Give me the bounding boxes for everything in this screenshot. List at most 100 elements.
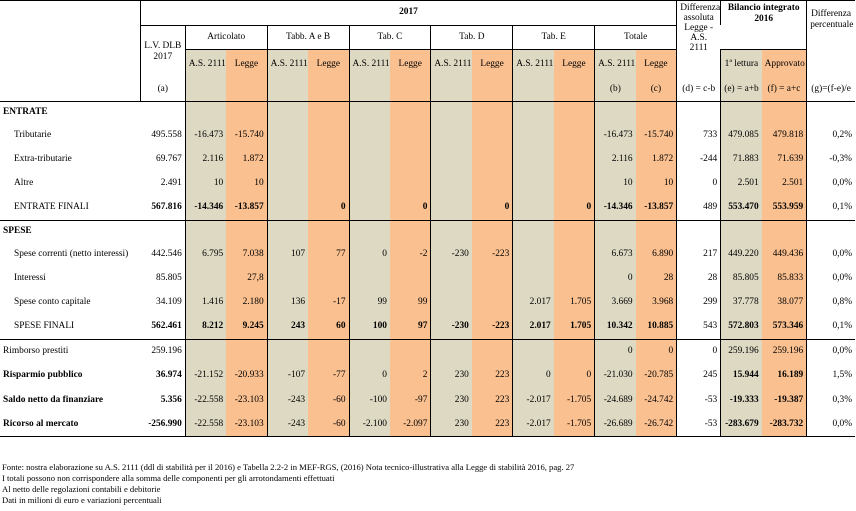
- ab-l-value: [308, 147, 350, 172]
- tot-l-value: -24.742: [635, 387, 677, 413]
- bilancio-header: Bilancio integrato 2016: [720, 0, 807, 25]
- e-value: 572.803: [720, 315, 762, 340]
- lv-value: 5.356: [160, 394, 182, 405]
- g-value: 0,0%: [806, 266, 855, 291]
- d-as-value: 230: [430, 363, 472, 388]
- f-value: 573.346: [761, 315, 807, 340]
- c-as-value: [348, 147, 390, 172]
- diff-value: -53: [676, 387, 721, 413]
- footnote-units: Dati in milioni di euro e variazioni per…: [2, 495, 162, 505]
- d-as-value: 230: [430, 412, 472, 438]
- ab-l-value: -60: [308, 412, 350, 438]
- tot-l-value: 1.872: [635, 147, 677, 172]
- c-as-header: A.S. 2111: [348, 48, 390, 79]
- ab-as-value: -243: [266, 387, 309, 413]
- f-value: 85.833: [761, 266, 807, 291]
- art-as-value: 6.795: [184, 242, 227, 267]
- lv-value: 85.805: [156, 273, 182, 284]
- tot-l-value: 10: [635, 171, 677, 196]
- tot-l-value: -13.857: [635, 195, 677, 221]
- c-l-value: [389, 123, 431, 148]
- g-value: 0,0%: [806, 171, 855, 196]
- art-as-value: 10: [184, 171, 227, 196]
- c-as-value: [348, 266, 390, 291]
- tot-l-value: 28: [635, 266, 677, 291]
- art-l-value: [226, 338, 268, 364]
- c-l-value: [389, 338, 431, 364]
- ab-as-value: [266, 147, 309, 172]
- table-row: Tributarie 495.558 -16.473 -15.740 -16.473 -1…: [0, 123, 855, 148]
- e-l-value: [553, 147, 595, 172]
- ab-as-value: [266, 123, 309, 148]
- section-entrate: ENTRATE: [0, 100, 855, 123]
- tot-l-value: 6.890: [635, 242, 677, 267]
- row-label: Altre: [14, 178, 34, 189]
- key-f: (f) = a+c: [761, 79, 807, 102]
- tot-l-value: 10.885: [635, 315, 677, 340]
- c-as-value: [348, 171, 390, 196]
- e-value: 15.944: [720, 363, 762, 388]
- header-row-sub: A.S. 2111 Legge A.S. 2111 Legge A.S. 211…: [0, 48, 855, 79]
- tab-c-header: Tab. C: [348, 25, 431, 49]
- c-l-value: [389, 266, 431, 291]
- d-as-value: [430, 338, 472, 364]
- c-as-value: -2.100: [348, 412, 390, 438]
- ab-l-value: -17: [308, 290, 350, 316]
- g-value: 0,1%: [806, 315, 855, 340]
- e-value: 37.778: [720, 290, 762, 316]
- art-as-value: -16.473: [184, 123, 227, 148]
- diff-value: 299: [676, 290, 721, 316]
- e-l-value: [553, 171, 595, 196]
- e-value: 553.470: [720, 195, 762, 221]
- art-l-value: -13.857: [226, 195, 268, 221]
- lv-header: L.V. DLB 2017: [144, 41, 182, 63]
- ab-as-value: -243: [266, 412, 309, 438]
- e-l-value: -1.705: [553, 387, 595, 413]
- row-label: Extra-tributarie: [14, 153, 72, 164]
- ab-as-value: [266, 266, 309, 291]
- c-l-value: -97: [389, 387, 431, 413]
- tot-as-value: -21.030: [594, 363, 636, 388]
- e-as-value: [512, 171, 554, 196]
- ab-as-value: [266, 338, 309, 364]
- diff-value: 0: [676, 338, 721, 364]
- c-l-value: 97: [389, 315, 431, 340]
- diff-value: 489: [676, 195, 721, 221]
- art-l-value: -23.103: [226, 387, 268, 413]
- tot-as-value: 0: [594, 266, 636, 291]
- e-l-value: 0: [553, 363, 595, 388]
- d-l-value: [471, 338, 513, 364]
- d-as-value: -230: [430, 242, 472, 267]
- lv-value: 259.196: [140, 338, 186, 364]
- table-row: Rimborso prestiti 259.196 0 0 0 259.196 259.19…: [0, 338, 855, 364]
- art-as-value: -14.346: [184, 195, 227, 221]
- lv-value: 36.974: [156, 370, 182, 381]
- f-value: -283.732: [761, 412, 807, 438]
- e-l-value: 1.705: [553, 290, 595, 316]
- ab-l-value: [308, 123, 350, 148]
- art-l-value: 1.872: [226, 147, 268, 172]
- c-l-value: [389, 171, 431, 196]
- diff-value: -244: [676, 147, 721, 172]
- e-as-header: A.S. 2111: [512, 48, 554, 79]
- table-row: Risparmio pubblico 36.974 -21.152 -20.933 -1…: [0, 363, 855, 388]
- header-row-groups: L.V. DLB 2017 Articolato Tabb. A e B Tab…: [0, 25, 855, 62]
- tot-as-value: -16.473: [594, 123, 636, 148]
- art-l-value: -20.933: [226, 363, 268, 388]
- c-l-value: -2.097: [389, 412, 431, 438]
- tot-as-value: -26.689: [594, 412, 636, 438]
- header-row-year: 2017 Differenza assoluta Legge - A.S. 21…: [0, 0, 855, 102]
- c-l-value: 99: [389, 290, 431, 316]
- table-row: Saldo netto da finanziare 5.356 -22.558 -23…: [0, 387, 855, 413]
- d-as-value: [430, 123, 472, 148]
- c-as-value: 100: [348, 315, 390, 340]
- ab-as-value: -107: [266, 363, 309, 388]
- row-label: Rimborso prestiti: [0, 338, 141, 364]
- row-label: SPESE FINALI: [0, 315, 141, 340]
- footnote-net: Al netto delle regolazioni contabili e d…: [2, 484, 161, 494]
- e-as-value: -2.017: [512, 387, 554, 413]
- c-l-value: 2: [389, 363, 431, 388]
- g-value: 0,1%: [806, 195, 855, 221]
- ab-l-value: 60: [308, 315, 350, 340]
